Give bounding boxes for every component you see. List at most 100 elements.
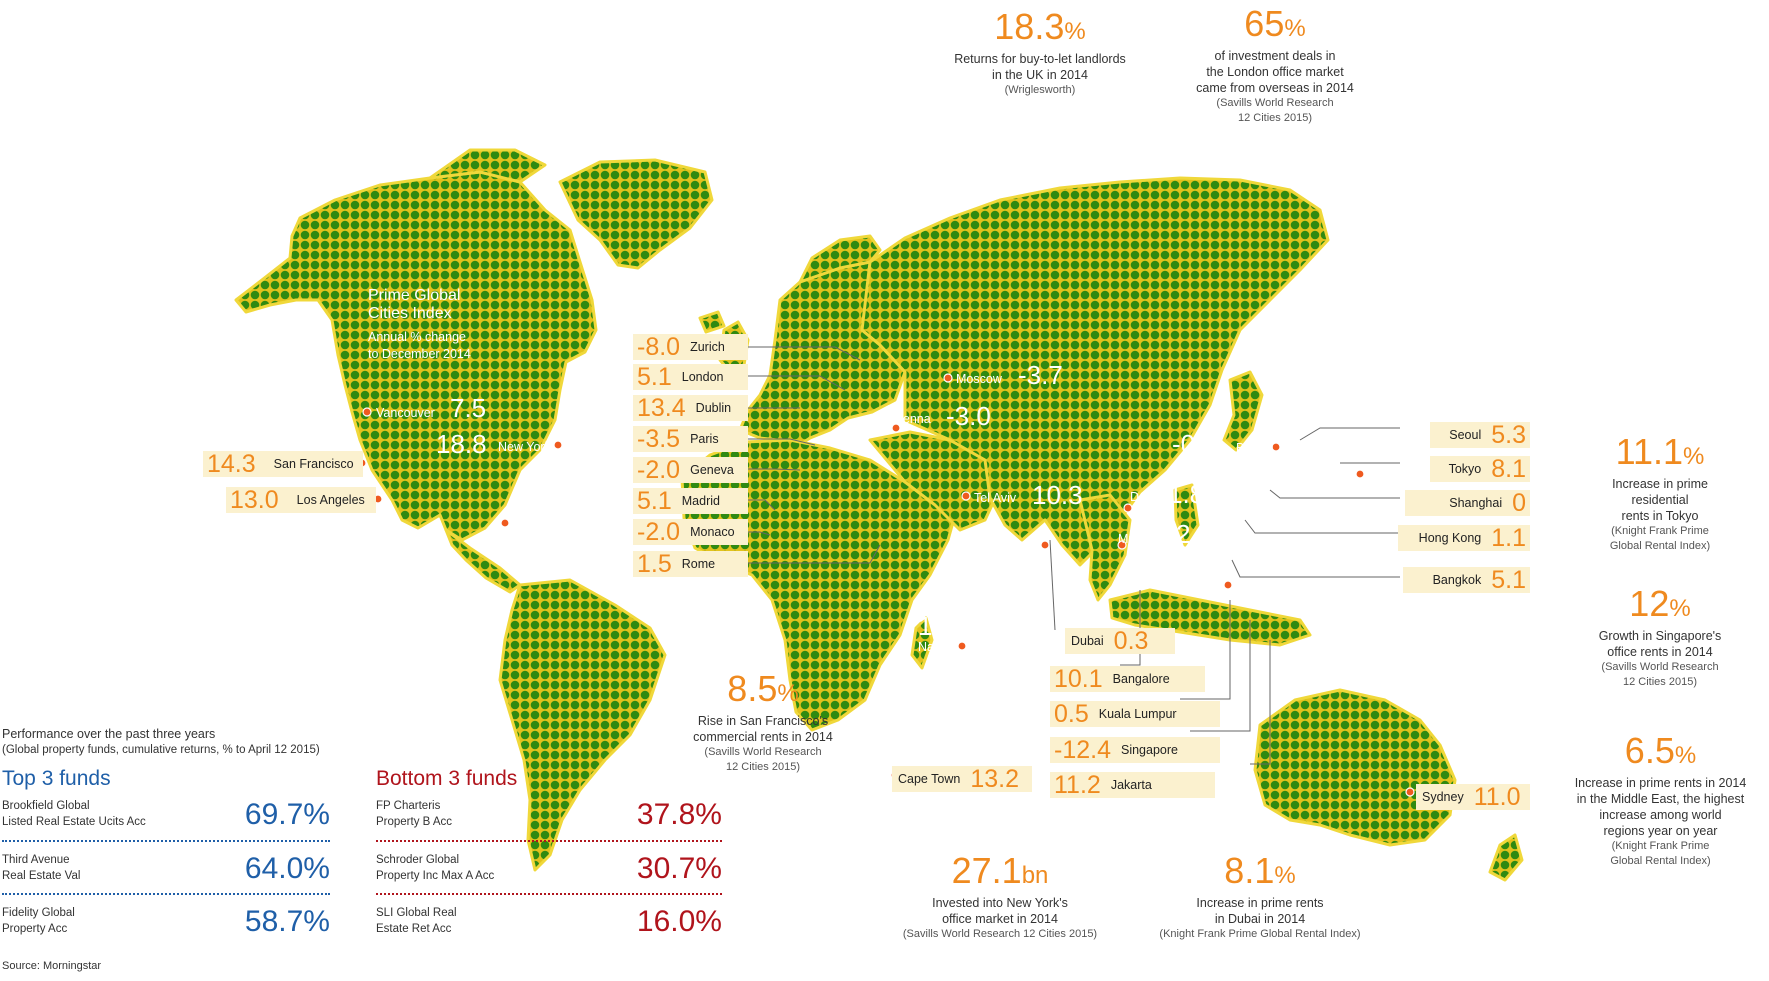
pill-singapore: -12.4 Singapore <box>1050 737 1220 763</box>
stat-tokyo-rents: 11.1% Increase in prime residential rent… <box>1609 431 1711 553</box>
asia-landmass <box>860 176 1330 567</box>
bottom-fund-3-value: 16.0% <box>636 905 722 938</box>
pill-dubai: Dubai 0.3 <box>1065 628 1175 654</box>
australia-landmass <box>1253 688 1457 847</box>
label-moscow-city: Moscow <box>956 372 1002 386</box>
south-america-landmass <box>498 578 667 872</box>
label-miami-value: 11.5 <box>560 506 609 536</box>
marker-miami <box>500 518 510 528</box>
marker-tokyo <box>1355 469 1365 479</box>
pill-geneva: -2.0 Geneva <box>633 457 748 483</box>
bottom-fund-3-name: SLI Global Real Estate Ret Acc <box>376 907 457 935</box>
pill-london: 5.1 London <box>633 364 748 390</box>
label-beijing-city: Beijing <box>1236 441 1274 455</box>
label-vienna-city: Vienna <box>892 412 931 426</box>
southeast-asia-landmass <box>1078 493 1132 602</box>
label-nairobi-value: 1.4 <box>918 611 955 641</box>
top-fund-2-name: Third Avenue Real Estate Val <box>2 854 81 882</box>
pill-san-francisco: 14.3 San Francisco <box>203 451 363 477</box>
marker-bangkok <box>1223 580 1233 590</box>
source-note: Source: Morningstar <box>2 960 102 972</box>
bottom-fund-2-value: 30.7% <box>636 852 722 885</box>
label-vancouver-value: 7.5 <box>450 393 487 423</box>
top-divider-1 <box>2 840 330 842</box>
arctic-islands <box>428 148 547 184</box>
label-tel-aviv-city: Tel Aviv <box>974 491 1017 505</box>
marker-nairobi <box>957 641 967 651</box>
indonesia-landmass <box>1108 588 1312 647</box>
top-divider-2 <box>2 893 330 895</box>
bottom-fund-1-name: FP Charteris Property B Acc <box>376 800 453 828</box>
marker-dubai <box>1040 540 1050 550</box>
pill-dublin: 13.4 Dublin <box>633 395 748 421</box>
top-funds-title: Top 3 funds <box>2 767 111 790</box>
label-new-york-city: New York <box>498 440 551 454</box>
index-title: Prime Global Cities Index Annual % chang… <box>368 287 471 361</box>
japan-landmass <box>1222 370 1264 452</box>
pill-zurich: -8.0 Zurich <box>633 334 748 360</box>
label-vancouver-city: Vancouver <box>376 406 435 420</box>
pill-bangkok: Bangkok 5.1 <box>1403 567 1530 593</box>
bottom-divider-2 <box>376 893 722 895</box>
marker-vienna <box>891 423 901 433</box>
label-miami-city: Miami <box>516 517 550 531</box>
marker-sydney <box>1405 787 1415 797</box>
marker-mumbai <box>1117 540 1127 550</box>
label-new-york-value: 18.8 <box>436 429 487 459</box>
stat-london-overseas: 65% of investment deals in the London of… <box>1196 3 1354 125</box>
marker-delhi <box>1123 503 1133 513</box>
iceland-landmass <box>698 310 726 334</box>
stat-new-york-office: 27.1bn Invested into New York's office m… <box>902 850 1098 941</box>
label-moscow-value: -3.7 <box>1018 360 1063 390</box>
pill-tokyo: Tokyo 8.1 <box>1430 456 1530 482</box>
marker-new-york <box>553 440 563 450</box>
madagascar-landmass <box>910 616 934 670</box>
pill-rome: 1.5 Rome <box>633 551 748 577</box>
pill-shanghai: Shanghai 0 <box>1405 490 1530 516</box>
label-nairobi-city: Nairobi <box>918 640 958 654</box>
pill-sydney: Sydney 11.0 <box>1416 784 1530 810</box>
label-mumbai-value: 2.9 <box>1176 519 1213 549</box>
top-fund-3-name: Fidelity Global Property Acc <box>2 907 75 935</box>
top-fund-1-name: Brookfield Global Listed Real Estate Ucit… <box>2 800 146 828</box>
pill-kuala-lumpur: 0.5 Kuala Lumpur <box>1050 701 1220 727</box>
label-delhi-value: 1.8 <box>1168 479 1205 509</box>
stat-singapore-office: 12% Growth in Singapore's office rents i… <box>1598 583 1722 689</box>
pill-jakarta: 11.2 Jakarta <box>1050 772 1215 798</box>
pill-seoul: Seoul 5.3 <box>1430 422 1530 448</box>
bottom-fund-1-value: 37.8% <box>636 798 722 831</box>
pill-madrid: 5.1 Madrid <box>633 488 748 514</box>
greenland-landmass <box>558 158 714 270</box>
label-vienna-value: -3.0 <box>946 401 991 431</box>
label-tel-aviv-value: 10.3 <box>1032 480 1083 510</box>
stat-dubai-rents: 8.1% Increase in prime rents in Dubai in… <box>1159 850 1361 941</box>
scandinavia-landmass <box>798 234 882 284</box>
philippines-landmass <box>1173 483 1200 547</box>
label-mumbai-city: Mumbai <box>1118 532 1163 546</box>
funds-subheading: (Global property funds, cumulative retur… <box>2 744 320 756</box>
marker-moscow <box>943 373 953 383</box>
pill-los-angeles: 13.0 Los Angeles <box>226 487 376 513</box>
top-fund-1-value: 69.7% <box>244 798 330 831</box>
stat-middle-east: 6.5% Increase in prime rents in 2014 in … <box>1574 730 1747 868</box>
bottom-fund-2-name: Schroder Global Property Inc Max A Acc <box>376 854 495 882</box>
africa-landmass <box>680 438 957 732</box>
stat-uk-buy-to-let: 18.3% Returns for buy-to-let landlords i… <box>954 6 1126 97</box>
new-zealand-landmass <box>1488 833 1524 882</box>
pill-hong-kong: Hong Kong 1.1 <box>1398 525 1530 551</box>
pill-paris: -3.5 Paris <box>633 426 748 452</box>
bottom-funds-title: Bottom 3 funds <box>376 767 518 790</box>
marker-vancouver <box>362 407 372 417</box>
label-delhi-city: Delhi <box>1130 490 1159 504</box>
stat-san-francisco-commercial: 8.5% Rise in San Francisco's commercial … <box>693 668 833 774</box>
top-fund-2-value: 64.0% <box>244 852 330 885</box>
bottom-divider-1 <box>376 840 722 842</box>
pill-monaco: -2.0 Monaco <box>633 519 748 545</box>
pill-bangalore: 10.1 Bangalore <box>1050 666 1205 692</box>
top-fund-3-value: 58.7% <box>244 905 330 938</box>
pill-cape-town: Cape Town 13.2 <box>892 766 1032 792</box>
funds-heading: Performance over the past three years <box>2 727 216 741</box>
label-beijing-value: -0.5 <box>1172 429 1217 459</box>
